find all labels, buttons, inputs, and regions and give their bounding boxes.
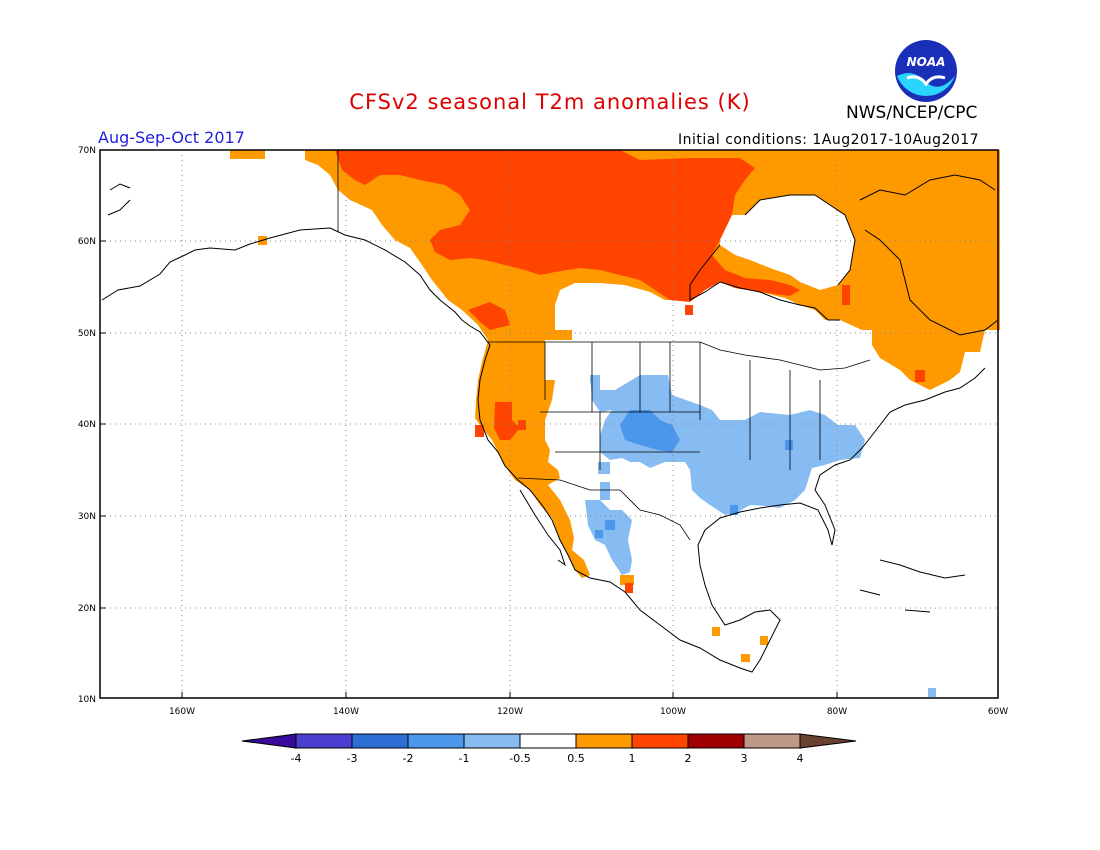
legend-arrow-low (241, 733, 297, 749)
lon-label: 60W (988, 707, 1008, 717)
legend-box (631, 733, 689, 749)
cool-strong-cell (785, 440, 793, 450)
legend-box (687, 733, 745, 749)
lat-label: 20N (78, 604, 96, 614)
cool-cell (928, 688, 936, 697)
legend-box (519, 733, 577, 749)
warm-cell (620, 575, 634, 585)
lat-label: 60N (78, 237, 96, 247)
legend-box (351, 733, 409, 749)
warm-cell (760, 636, 768, 645)
lon-label: 120W (497, 707, 523, 717)
lon-labels: 160W 140W 120W 100W 80W 60W (169, 707, 1008, 717)
legend-label: 2 (685, 752, 692, 765)
strong-warm-cell (842, 285, 850, 305)
axis-ticks (100, 240, 838, 698)
cool-strong-plains (620, 410, 680, 452)
legend-label: -3 (347, 752, 358, 765)
strong-warm-nw (468, 302, 510, 330)
cool-strong-cell (730, 505, 738, 515)
strong-warm-cell (685, 305, 693, 315)
warm-cell (741, 654, 750, 662)
strong-warm-cell (518, 420, 526, 430)
noaa-logo: NOAA (895, 40, 957, 102)
legend-box (407, 733, 465, 749)
cool-region-mexico (585, 500, 632, 575)
warm-cell (230, 150, 265, 159)
legend-label: 1 (629, 752, 636, 765)
strong-warm-cell (915, 370, 925, 382)
cool-cell (598, 462, 610, 474)
legend-box (743, 733, 801, 749)
logo-text: NOAA (907, 55, 946, 69)
legend-arrow-high (799, 733, 857, 749)
cool-cell (590, 375, 600, 383)
coastlines (101, 174, 999, 673)
lon-label: 140W (333, 707, 359, 717)
legend-label: 3 (741, 752, 748, 765)
legend-label: -2 (403, 752, 414, 765)
lat-label: 40N (78, 420, 96, 430)
lat-label: 10N (78, 695, 96, 705)
strong-warm-cell (625, 583, 633, 593)
lat-label: 70N (78, 146, 96, 156)
legend-box (295, 733, 353, 749)
anomaly-shading (230, 150, 1000, 697)
political-borders (337, 150, 871, 541)
agency-label: NWS/NCEP/CPC (846, 103, 978, 123)
legend-label: -0.5 (509, 752, 530, 765)
lon-label: 160W (169, 707, 195, 717)
cool-region-plains (590, 375, 865, 515)
lat-label: 30N (78, 512, 96, 522)
legend-boxes (241, 733, 857, 749)
lat-labels: 10N 20N 30N 40N 50N 60N 70N (78, 146, 96, 705)
neutral-hudson (720, 195, 855, 290)
initial-conditions: Initial conditions: 1Aug2017-10Aug2017 (678, 132, 980, 148)
legend-label: -4 (291, 752, 302, 765)
legend-box (463, 733, 521, 749)
lon-label: 100W (660, 707, 686, 717)
strong-warm-ca (494, 402, 520, 440)
warm-cell (712, 627, 720, 636)
lat-label: 50N (78, 329, 96, 339)
page-title: CFSv2 seasonal T2m anomalies (K) (349, 90, 751, 114)
strong-warm-north (335, 150, 800, 302)
cool-strong-cell (605, 520, 615, 530)
neutral-prairie (562, 283, 668, 330)
strong-warm-cell (475, 425, 484, 437)
cool-strong-cell (595, 530, 603, 538)
legend-box (575, 733, 633, 749)
lon-label: 80W (827, 707, 847, 717)
legend-labels: -4 -3 -2 -1 -0.5 0.5 1 2 3 4 (291, 752, 804, 765)
cool-cell (600, 482, 610, 500)
legend-label: 0.5 (567, 752, 585, 765)
legend-label: -1 (459, 752, 470, 765)
forecast-period: Aug-Sep-Oct 2017 (98, 128, 245, 147)
legend-label: 4 (797, 752, 804, 765)
